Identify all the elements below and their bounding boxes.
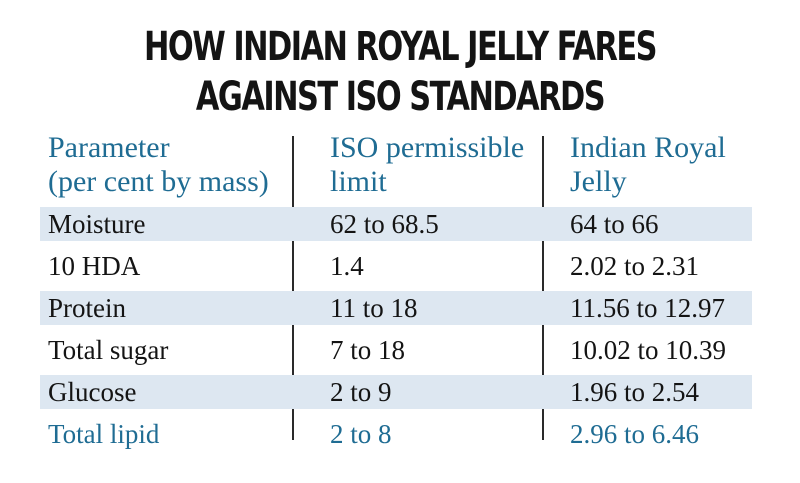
column-divider-2 (542, 136, 544, 440)
header-indian-line-1: Indian Royal (570, 131, 726, 164)
table-row-moisture: Moisture 62 to 68.5 64 to 66 (0, 204, 800, 244)
cell-iso: 2 to 9 (330, 377, 392, 407)
table-row-protein: Protein 11 to 18 11.56 to 12.97 (0, 288, 800, 328)
cell-indian: 2.96 to 6.46 (570, 419, 700, 449)
cell-iso: 1.4 (330, 251, 364, 281)
page-title: HOW INDIAN ROYAL JELLY FARES AGAINST ISO… (96, 22, 704, 122)
cell-parameter: Total lipid (48, 419, 160, 449)
cell-parameter: Protein (48, 293, 126, 323)
table-row-10-hda: 10 HDA 1.4 2.02 to 2.31 (0, 246, 800, 286)
row-band-moisture (40, 207, 752, 241)
table-row-total-lipid: Total lipid 2 to 8 2.96 to 6.46 (0, 414, 800, 454)
column-divider-1 (292, 136, 294, 440)
cell-indian: 2.02 to 2.31 (570, 251, 700, 281)
cell-iso: 2 to 8 (330, 419, 392, 449)
cell-indian: 10.02 to 10.39 (570, 335, 727, 365)
row-band-protein (40, 291, 752, 325)
header-indian-royal-jelly: Indian Royal Jelly (570, 131, 726, 199)
title-line-1: HOW INDIAN ROYAL JELLY FARES (143, 24, 658, 70)
cell-parameter: 10 HDA (48, 251, 141, 281)
cell-parameter: Total sugar (48, 335, 169, 365)
header-parameter-line-1: Parameter (48, 131, 170, 164)
cell-indian: 1.96 to 2.54 (570, 377, 700, 407)
cell-iso: 11 to 18 (330, 293, 418, 323)
header-indian-line-2: Jelly (570, 165, 627, 198)
header-parameter: Parameter (per cent by mass) (48, 131, 269, 199)
table-row-total-sugar: Total sugar 7 to 18 10.02 to 10.39 (0, 330, 800, 370)
cell-iso: 7 to 18 (330, 335, 406, 365)
cell-iso: 62 to 68.5 (330, 209, 439, 239)
header-iso-limit-line-1: ISO permissible (330, 131, 525, 164)
title-line-2: AGAINST ISO STANDARDS (195, 74, 606, 120)
cell-indian: 64 to 66 (570, 209, 659, 239)
cell-parameter: Glucose (48, 377, 137, 407)
row-band-glucose (40, 375, 752, 409)
header-parameter-line-2: (per cent by mass) (48, 165, 269, 198)
table-row-glucose: Glucose 2 to 9 1.96 to 2.54 (0, 372, 800, 412)
header-iso-limit-line-2: limit (330, 165, 387, 198)
header-iso-limit: ISO permissible limit (330, 131, 524, 199)
cell-parameter: Moisture (48, 209, 146, 239)
cell-indian: 11.56 to 12.97 (570, 293, 725, 323)
